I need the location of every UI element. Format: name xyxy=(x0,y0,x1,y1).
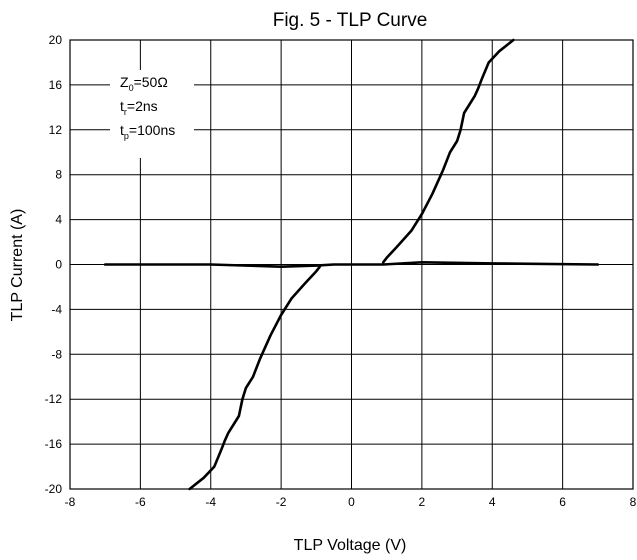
y-tick-labels: -20 -16 -12 -8 -4 0 4 8 12 16 20 xyxy=(45,33,63,496)
annotation-background xyxy=(110,70,194,158)
series-line-2 xyxy=(188,265,322,491)
plot-frame xyxy=(69,39,634,490)
series-line-0 xyxy=(103,260,600,269)
y-tick-label: -4 xyxy=(51,302,62,316)
annotation-box: Z0=50Ω tr=2ns tp=100ns xyxy=(110,70,194,158)
x-tick-label: 8 xyxy=(630,495,637,509)
x-tick-label: 2 xyxy=(419,495,426,509)
y-tick-label: 4 xyxy=(55,213,62,227)
y-tick-label: 0 xyxy=(55,258,62,272)
chart-title: Fig. 5 - TLP Curve xyxy=(273,10,428,31)
y-tick-label: -8 xyxy=(51,347,62,361)
y-tick-label: -16 xyxy=(45,437,63,451)
x-tick-labels: -8 -6 -4 -2 0 2 4 6 8 xyxy=(65,495,637,509)
y-tick-label: 12 xyxy=(49,123,63,137)
series-line-1 xyxy=(381,38,515,264)
x-tick-label: -4 xyxy=(205,495,216,509)
x-tick-label: 6 xyxy=(559,495,566,509)
x-tick-label: 0 xyxy=(348,495,355,509)
y-tick-label: 8 xyxy=(55,168,62,182)
annotation-line: tr=2ns xyxy=(120,98,158,117)
y-tick-label: -12 xyxy=(45,392,63,406)
annotation-line: tp=100ns xyxy=(120,122,175,141)
annotation-line: Z0=50Ω xyxy=(120,74,168,93)
y-tick-label: 16 xyxy=(49,78,63,92)
y-axis-label: TLP Current (A) xyxy=(9,209,26,322)
x-tick-label: -6 xyxy=(135,495,146,509)
curve-series xyxy=(103,38,600,491)
x-tick-label: -8 xyxy=(65,495,76,509)
y-tick-label: -20 xyxy=(45,482,63,496)
x-tick-label: -2 xyxy=(276,495,287,509)
x-axis-label: TLP Voltage (V) xyxy=(294,537,407,554)
y-tick-label: 20 xyxy=(49,33,63,47)
x-tick-label: 4 xyxy=(489,495,496,509)
